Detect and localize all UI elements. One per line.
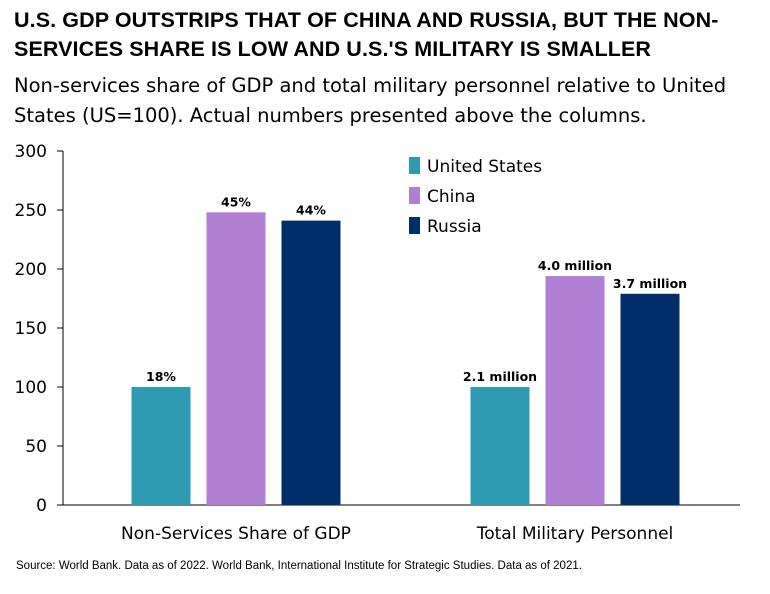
data-label: 45% bbox=[221, 194, 251, 209]
legend-label: Russia bbox=[427, 217, 482, 237]
data-label: 44% bbox=[296, 203, 326, 218]
bar bbox=[281, 220, 341, 505]
bar bbox=[206, 212, 266, 506]
data-label: 2.1 million bbox=[463, 369, 537, 384]
data-label: 4.0 million bbox=[538, 258, 612, 273]
y-tick-label: 150 bbox=[15, 319, 47, 339]
y-tick-label: 300 bbox=[15, 142, 47, 162]
legend-swatch bbox=[409, 187, 420, 204]
y-tick-label: 250 bbox=[15, 201, 47, 221]
legend-label: China bbox=[427, 187, 476, 207]
data-label: 3.7 million bbox=[613, 276, 687, 291]
bar bbox=[470, 387, 530, 505]
bar bbox=[620, 293, 680, 505]
bar bbox=[545, 276, 605, 505]
x-category-label: Non-Services Share of GDP bbox=[121, 524, 351, 544]
y-tick-label: 200 bbox=[15, 260, 47, 280]
legend-label: United States bbox=[427, 157, 542, 177]
chart-subtitle: Non-services share of GDP and total mili… bbox=[14, 74, 727, 127]
y-tick-label: 100 bbox=[15, 378, 47, 398]
x-category-label: Total Military Personnel bbox=[476, 524, 674, 544]
legend-swatch bbox=[409, 157, 420, 174]
bar bbox=[131, 387, 191, 505]
data-label: 18% bbox=[146, 369, 176, 384]
y-tick-label: 50 bbox=[25, 437, 47, 457]
legend-swatch bbox=[409, 217, 420, 234]
y-tick-label: 0 bbox=[36, 496, 47, 516]
source-note: Source: World Bank. Data as of 2022. Wor… bbox=[16, 560, 582, 572]
chart-title: U.S. GDP OUTSTRIPS THAT OF CHINA AND RUS… bbox=[14, 8, 719, 61]
